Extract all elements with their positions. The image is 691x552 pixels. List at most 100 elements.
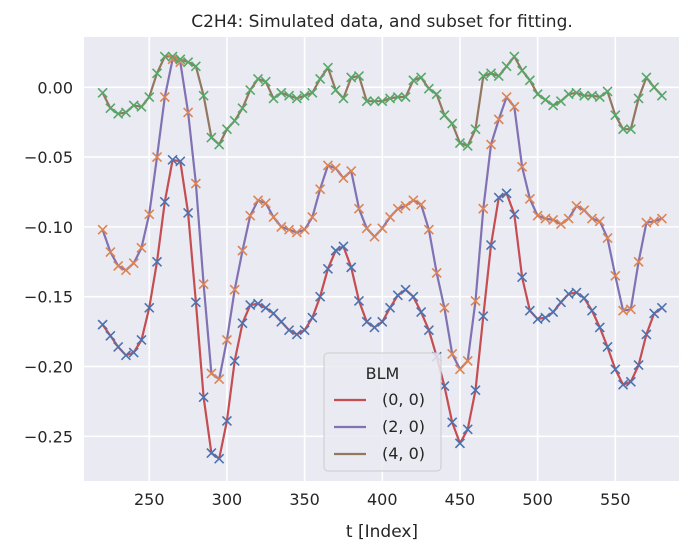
data-point-marker [369,322,380,333]
data-point-marker [571,200,582,212]
legend-entry: (4, 0) [382,444,425,463]
data-point-marker [423,83,434,94]
data-point-marker [641,72,652,83]
data-point-marker [198,90,209,101]
data-point-marker [307,212,318,223]
data-point-marker [618,305,629,316]
y-tick-label: 0.00 [37,78,73,97]
data-point-marker [369,96,380,107]
data-point-marker [540,213,551,224]
data-point-marker [260,76,271,87]
data-point-marker [315,291,326,302]
data-point-marker [633,93,644,104]
data-point-marker [625,124,636,135]
data-point-marker [408,291,419,302]
data-point-marker [610,364,621,375]
data-point-marker [283,325,295,336]
x-tick-label: 350 [289,490,320,509]
data-point-marker [128,347,139,358]
data-point-marker [493,114,504,125]
x-tick-label: 250 [134,490,165,509]
data-point-marker [478,203,489,214]
data-point-marker [159,51,170,62]
data-point-marker [190,178,201,189]
data-point-marker [555,297,566,308]
data-point-marker [361,96,372,107]
data-point-marker [384,212,396,223]
y-tick-label: −0.10 [24,218,73,237]
data-point-marker [291,329,302,340]
data-point-marker [509,51,520,62]
data-point-marker [353,71,365,82]
data-point-marker [299,90,310,101]
data-point-marker [136,334,147,346]
data-point-marker [462,355,473,366]
data-point-marker [276,221,287,232]
data-point-marker [532,89,543,100]
data-point-marker [283,224,295,235]
legend: BLM (0, 0) (2, 0) (4, 0) [323,352,442,472]
data-point-marker [113,260,124,272]
data-point-marker [183,107,194,118]
data-point-marker [237,318,248,329]
data-point-marker [183,57,194,68]
data-point-marker [586,305,598,316]
data-point-marker [610,110,621,121]
data-point-marker [136,242,147,253]
data-point-marker [408,195,419,206]
data-point-marker [656,90,667,101]
data-point-marker [462,140,473,151]
data-point-marker [524,75,535,86]
data-point-marker [105,103,116,114]
data-point-marker [245,84,256,96]
data-point-marker [198,279,209,290]
data-point-marker [260,302,271,313]
data-point-marker [392,290,403,301]
x-axis-ticks: 250 300 350 400 450 500 550 [134,490,631,509]
data-point-marker [237,103,248,114]
data-point-marker [229,355,240,366]
data-point-marker [524,305,535,316]
data-point-marker [400,91,411,103]
data-point-marker [198,392,209,403]
data-point-marker [447,348,458,360]
data-point-marker [322,160,333,171]
data-point-marker [384,302,396,313]
data-point-marker [330,245,341,256]
y-axis-ticks: 0.00 −0.05 −0.10 −0.15 −0.20 −0.25 [24,78,73,446]
data-point-marker [221,415,232,427]
data-point-marker [517,272,528,283]
data-point-marker [214,139,225,150]
data-point-marker [610,270,621,281]
data-point-marker [454,438,466,449]
data-point-marker [454,138,466,149]
data-point-marker [478,71,489,82]
data-point-marker [245,210,256,221]
data-point-marker [330,163,341,174]
data-point-marker [144,209,155,220]
data-point-marker [470,385,481,396]
legend-entry: (2, 0) [382,417,425,436]
legend-box [323,352,442,472]
data-point-marker [602,86,613,97]
data-point-marker [291,93,302,104]
data-point-marker [97,224,108,235]
data-point-marker [229,284,240,295]
data-point-marker [206,368,217,379]
data-point-marker [517,65,528,76]
data-point-marker [408,75,419,86]
data-point-marker [470,295,481,306]
data-point-marker [423,224,434,235]
data-point-marker [524,193,535,205]
data-point-marker [656,302,667,313]
data-point-marker [353,295,365,306]
data-point-marker [416,306,427,318]
data-point-marker [338,93,349,104]
data-point-marker [377,96,388,107]
data-point-marker [322,62,333,73]
data-point-marker [245,300,256,311]
data-point-marker [540,94,551,105]
data-point-marker [454,364,466,375]
data-point-marker [485,139,497,150]
data-point-marker [586,213,598,224]
